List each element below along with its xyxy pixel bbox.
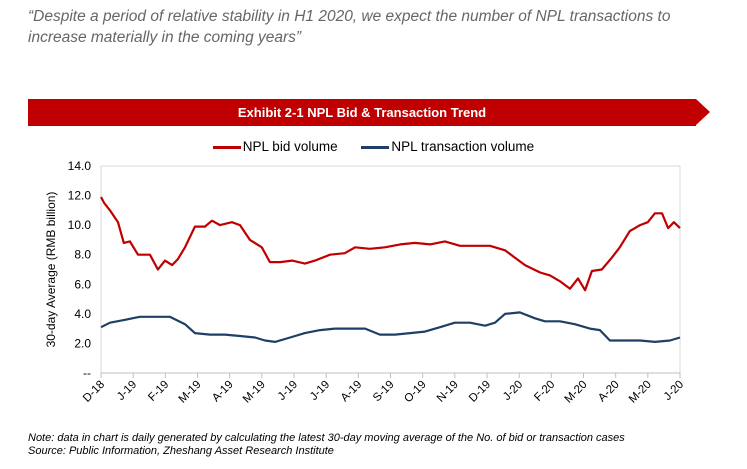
bid-volume-line xyxy=(100,196,681,292)
x-tick-label: M-20 xyxy=(627,379,654,406)
x-tick-label: F-20 xyxy=(532,379,557,404)
y-axis-label: 30-day Average (RMB billion) xyxy=(44,192,58,348)
note-text: Note: data in chart is daily generated b… xyxy=(28,432,625,444)
y-tick-label: 8.0 xyxy=(74,248,91,262)
y-tick-label: 2.0 xyxy=(74,336,91,350)
x-tick-label: M-19 xyxy=(177,379,204,406)
x-tick-label: A-20 xyxy=(596,379,622,405)
exhibit-title-banner: Exhibit 2-1 NPL Bid & Transaction Trend xyxy=(28,99,696,126)
y-tick-label: 4.0 xyxy=(74,307,91,321)
source-text: Source: Public Information, Zheshang Ass… xyxy=(28,445,334,457)
legend-swatch-transaction xyxy=(361,145,390,149)
x-tick-label: S-19 xyxy=(371,379,397,405)
x-tick-label: D-18 xyxy=(81,379,107,405)
legend-label-transaction: NPL transaction volume xyxy=(391,139,535,154)
y-tick-label: 6.0 xyxy=(74,277,91,291)
x-tick-label: J-20 xyxy=(662,379,686,403)
x-tick-label: M-19 xyxy=(241,379,268,406)
chart-legend: NPL bid volume NPL transaction volume xyxy=(0,139,747,154)
x-tick-label: O-19 xyxy=(402,379,429,406)
x-tick-label: D-19 xyxy=(467,379,493,405)
x-tick-label: A-19 xyxy=(339,379,365,405)
legend-item-bid: NPL bid volume xyxy=(212,139,338,154)
y-tick-label: 14.0 xyxy=(68,159,92,173)
chart-footnote: Note: data in chart is daily generated b… xyxy=(28,432,625,458)
legend-item-transaction: NPL transaction volume xyxy=(361,139,534,154)
x-tick-label: F-19 xyxy=(146,379,171,404)
banner-arrow xyxy=(696,99,710,125)
y-tick-label: 10.0 xyxy=(68,218,92,232)
legend-swatch-bid xyxy=(212,145,241,149)
legend-label-bid: NPL bid volume xyxy=(242,139,338,154)
x-tick-label: A-19 xyxy=(210,379,236,405)
x-tick-label: J-19 xyxy=(115,379,139,403)
x-tick-label: J-19 xyxy=(308,379,332,403)
y-tick-label: -- xyxy=(83,366,91,380)
x-tick-label: J-19 xyxy=(276,379,300,403)
quote-text: “Despite a period of relative stability … xyxy=(28,8,671,46)
x-tick-label: M-20 xyxy=(563,379,590,406)
y-tick-label: 12.0 xyxy=(68,189,92,203)
x-tick-label: J-20 xyxy=(501,379,525,403)
transaction-volume-line xyxy=(100,311,681,343)
x-tick-label: N-19 xyxy=(435,379,461,405)
plot-area xyxy=(100,165,681,374)
